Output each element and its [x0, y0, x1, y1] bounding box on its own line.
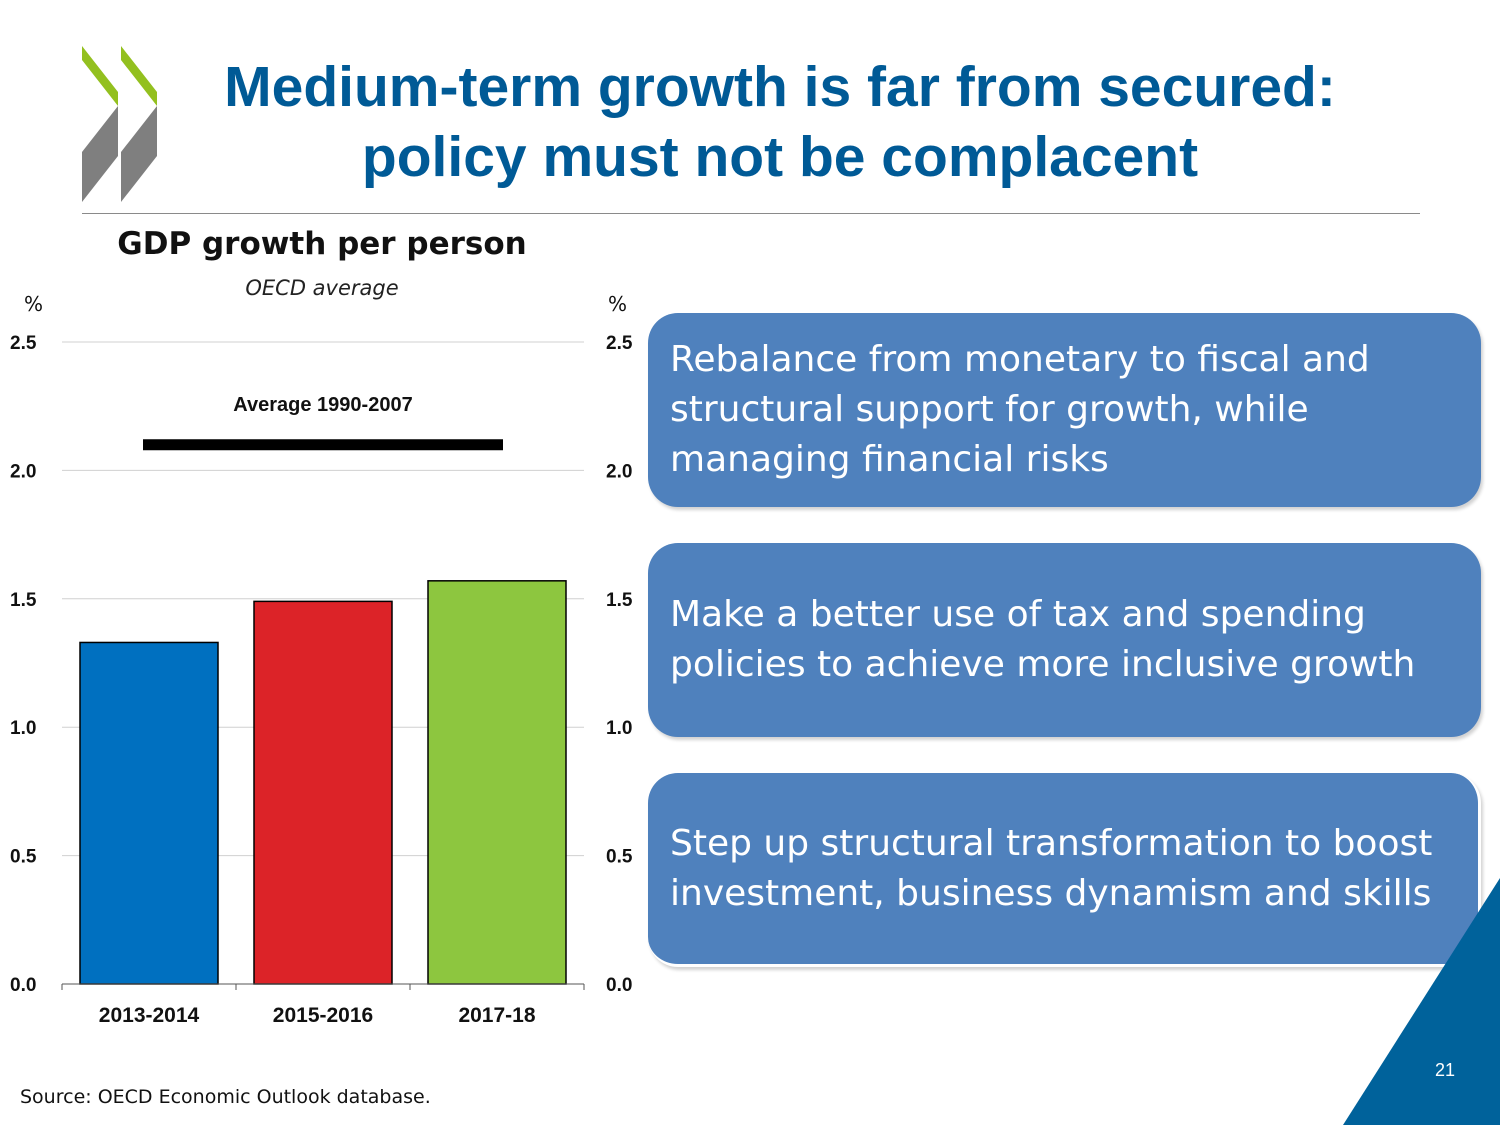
- chart-title: GDP growth per person: [117, 226, 527, 262]
- x-category-label: 2015-2016: [273, 1004, 373, 1027]
- logo-chevron-grey-right: [121, 106, 157, 202]
- source-note: Source: OECD Economic Outlook database.: [20, 1086, 431, 1108]
- y-tick-label-left: 1.0: [10, 718, 36, 739]
- y-tick-label-right: 0.0: [606, 975, 632, 996]
- chart-subtitle: OECD average: [245, 276, 399, 300]
- page-number: 21: [1434, 1060, 1456, 1080]
- y-tick-label-right: 1.5: [606, 590, 633, 611]
- x-category-label: 2017-18: [458, 1004, 535, 1027]
- y-axis-unit-right: %: [608, 292, 627, 316]
- average-reference-label: Average 1990-2007: [233, 394, 412, 416]
- chart-axes: [61, 983, 585, 990]
- gdp-growth-bar-chart: 0.0 0.0 0.5 0.5 1.0 1.0 1.5 1.5 2.0 2.0 2.5 2.5% % 20…: [10, 292, 633, 1027]
- policy-box-monetary-fiscal-text: Rebalance from monetary to fiscal and st…: [670, 339, 1370, 480]
- policy-box-tax-spending-text: Make a better use of tax and spending po…: [670, 594, 1416, 685]
- y-tick-label-right: 2.0: [606, 461, 632, 482]
- y-axis-unit-left: %: [24, 292, 43, 316]
- x-category-label: 2013-2014: [99, 1004, 200, 1027]
- y-tick-label-left: 0.0: [10, 975, 36, 996]
- bar: [253, 600, 393, 985]
- y-tick-label-right: 1.0: [606, 718, 632, 739]
- title-line-2: policy must not be complacent: [361, 125, 1199, 189]
- title-divider: [82, 213, 1420, 214]
- title-line-1: Medium-term growth is far from secured:: [224, 55, 1336, 119]
- policy-box-structural: Step up structural transformation to boo…: [648, 773, 1481, 967]
- chart-labels: 0.0 0.0 0.5 0.5 1.0 1.0 1.5 1.5 2.0 2.0 2.5 2.5% % 20…: [10, 292, 633, 1027]
- y-tick-label-left: 1.5: [10, 590, 37, 611]
- policy-box-monetary-fiscal: Rebalance from monetary to fiscal and st…: [648, 313, 1481, 507]
- logo-chevron-green-right: [121, 46, 157, 106]
- bar: [79, 641, 219, 985]
- slide-title: Medium-term growth is far from secured: …: [160, 52, 1400, 192]
- oecd-logo: [82, 46, 157, 202]
- y-tick-label-right: 2.5: [606, 333, 633, 354]
- y-tick-label-left: 0.5: [10, 847, 37, 868]
- policy-box-structural-text: Step up structural transformation to boo…: [670, 822, 1433, 914]
- logo-chevron-grey-left: [82, 106, 118, 202]
- y-tick-label-left: 2.5: [10, 333, 37, 354]
- policy-box-tax-spending: Make a better use of tax and spending po…: [648, 543, 1481, 737]
- chart-bars: [79, 439, 567, 985]
- y-tick-label-right: 0.5: [606, 847, 633, 868]
- y-tick-label-left: 2.0: [10, 461, 36, 482]
- logo-chevron-green-left: [82, 46, 118, 106]
- bar: [427, 580, 567, 985]
